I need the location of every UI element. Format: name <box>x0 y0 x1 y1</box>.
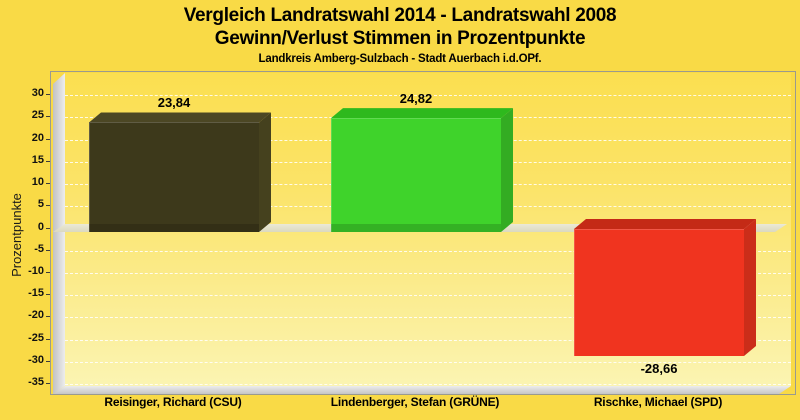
y-tick-label: 30 <box>31 87 44 100</box>
bar-top-face <box>331 108 513 119</box>
y-tick-label: 10 <box>31 176 44 189</box>
y-tick-mark <box>46 205 51 207</box>
gridline <box>65 317 791 318</box>
bar-top-face <box>89 112 271 123</box>
y-tick-label: 15 <box>31 153 44 166</box>
chart-title-line1: Vergleich Landratswahl 2014 - Landratswa… <box>183 5 617 26</box>
y-tick-mark <box>46 360 51 362</box>
y-tick-mark <box>46 160 51 162</box>
x-category-label: Rischke, Michael (SPD) <box>593 395 723 409</box>
y-tick-label: 20 <box>31 131 44 144</box>
plot-frame: 23,84 24,82 -28,66 <box>50 71 796 395</box>
y-tick-mark <box>46 316 51 318</box>
y-tick-mark <box>46 249 51 251</box>
y-tick-label: -25 <box>28 331 44 344</box>
bar-value-label: -28,66 <box>640 360 678 376</box>
bar-top-face <box>574 219 756 229</box>
y-tick-label: -20 <box>28 309 44 322</box>
chart-subtitle: Landkreis Amberg-Sulzbach - Stadt Auerba… <box>258 53 542 65</box>
y-tick-mark <box>46 94 51 96</box>
gridline <box>65 95 791 96</box>
y-tick-mark <box>46 338 51 340</box>
y-tick-mark <box>46 383 51 385</box>
y-tick-label: -5 <box>34 242 44 255</box>
bar-side-face <box>501 108 513 232</box>
gridline <box>65 251 791 252</box>
x-category-label: Reisinger, Richard (CSU) <box>104 395 242 409</box>
gridline <box>65 384 791 385</box>
y-tick-label: 5 <box>37 198 44 211</box>
gridline <box>65 340 791 341</box>
floor-3d <box>53 386 791 394</box>
chart-title-line2: Gewinn/Verlust Stimmen in Prozentpunkte <box>214 28 586 49</box>
y-tick-mark <box>46 116 51 118</box>
y-tick-label: 0 <box>37 220 44 233</box>
y-tick-mark <box>46 271 51 273</box>
bar-front <box>574 229 744 356</box>
bar-front <box>331 118 501 232</box>
y-tick-mark <box>46 227 51 229</box>
y-tick-mark <box>46 183 51 185</box>
x-category-label: Lindenberger, Stefan (GRÜNE) <box>330 395 500 409</box>
bar-side-face <box>259 112 271 232</box>
left-wall-3d <box>53 73 65 394</box>
y-tick-mark <box>46 138 51 140</box>
y-tick-label: -15 <box>28 287 44 300</box>
y-tick-label: -30 <box>28 353 44 366</box>
y-tick-mark <box>46 294 51 296</box>
bar-value-label: 23,84 <box>157 95 191 111</box>
y-tick-label: 25 <box>31 109 44 122</box>
bar-side-face <box>744 219 756 356</box>
bar-base-shade <box>331 223 501 232</box>
gridline <box>65 295 791 296</box>
gridline <box>65 273 791 274</box>
bar-front <box>89 122 259 232</box>
y-tick-label: -10 <box>28 264 44 277</box>
bar-value-label: 24,82 <box>399 91 433 107</box>
bar-base-shade <box>89 223 259 232</box>
y-tick-label: -35 <box>28 376 44 389</box>
gridline <box>65 362 791 363</box>
